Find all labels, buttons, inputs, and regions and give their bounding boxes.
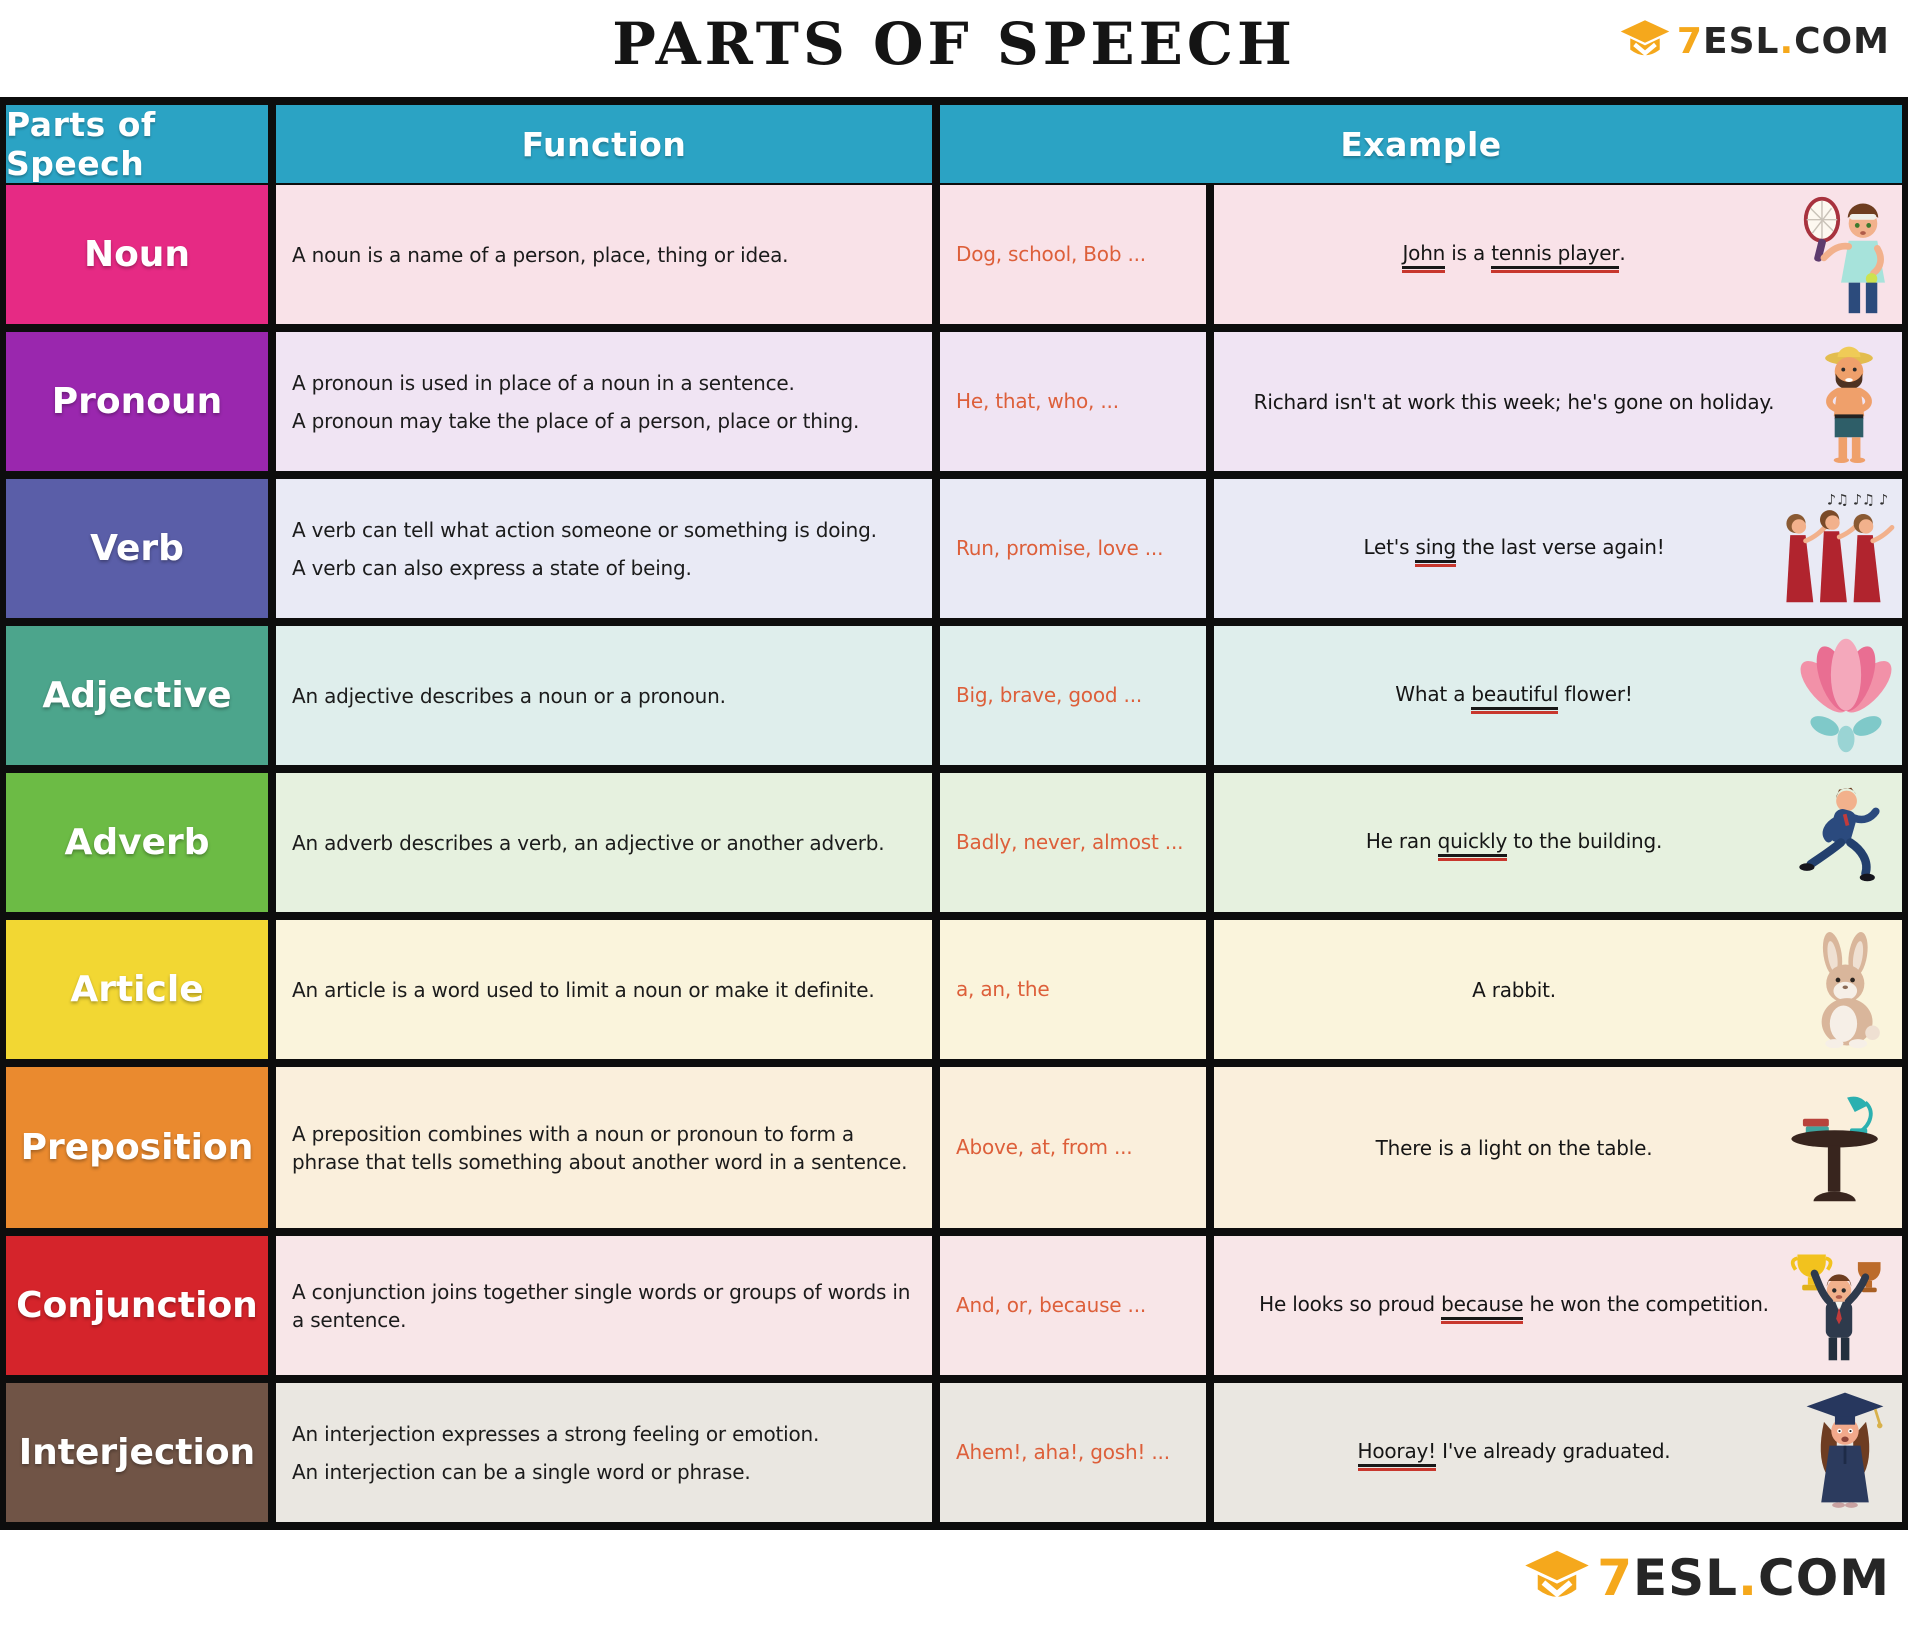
- logo-seven: 7: [1597, 1549, 1633, 1607]
- function-text: An adjective describes a noun or a prono…: [292, 683, 726, 708]
- site-logo-bottom: 7ESL.COM: [1523, 1548, 1890, 1608]
- function-cell-adjective: An adjective describes a noun or a prono…: [276, 626, 932, 765]
- table-row-article: Article An article is a word used to limi…: [6, 920, 1902, 1059]
- page-title: PARTS OF SPEECH: [612, 10, 1296, 78]
- function-cell-adverb: An adverb describes a verb, an adjective…: [276, 773, 932, 912]
- tennis-player-illustration: [1786, 193, 1898, 317]
- table-row-conjunction: Conjunction A conjunction joins together …: [6, 1236, 1902, 1375]
- function-text: A verb can tell what action someone or s…: [292, 517, 877, 542]
- site-logo-top: 7ESL.COM: [1619, 18, 1890, 64]
- logo-dot: .: [1738, 1549, 1759, 1607]
- example-sentence: He looks so proud because he won the com…: [1230, 1292, 1798, 1324]
- example-sentence-cell-adverb: He ran quickly to the building.: [1214, 773, 1902, 912]
- function-text: A preposition combines with a noun or pr…: [292, 1121, 908, 1174]
- logo-esl: ESL: [1633, 1549, 1739, 1607]
- logo-com: COM: [1794, 20, 1890, 62]
- example-words-cell-noun: Dog, school, Bob ...: [940, 185, 1206, 324]
- graduate-illustration: [1792, 1389, 1898, 1517]
- category-label-conjunction: Conjunction: [6, 1236, 268, 1375]
- example-sentence-cell-pronoun: Richard isn't at work this week; he's go…: [1214, 332, 1902, 471]
- example-sentence: A rabbit.: [1472, 977, 1556, 1002]
- example-sentence: He ran quickly to the building.: [1230, 829, 1798, 861]
- function-cell-pronoun: A pronoun is used in place of a noun in …: [276, 332, 932, 471]
- logo-text: 7ESL.COM: [1677, 21, 1890, 62]
- function-text: A pronoun is used in place of a noun in …: [292, 370, 795, 395]
- example-sentence-cell-adjective: What a beautiful flower!: [1214, 626, 1902, 765]
- table-row-verb: Verb A verb can tell what action someone …: [6, 479, 1902, 618]
- table-header-row: Parts of Speech Function Example: [6, 105, 1902, 183]
- example-sentence: Let's sing the last verse again!: [1230, 535, 1798, 567]
- example-sentence: What a beautiful flower!: [1230, 682, 1798, 714]
- function-cell-noun: A noun is a name of a person, place, thi…: [276, 185, 932, 324]
- logo-esl: ESL: [1702, 20, 1780, 62]
- table-row-adjective: Adjective An adjective describes a noun o…: [6, 626, 1902, 765]
- example-words-cell-adverb: Badly, never, almost ...: [940, 773, 1206, 912]
- example-sentence-cell-preposition: There is a light on the table.: [1214, 1067, 1902, 1228]
- category-label-interjection: Interjection: [6, 1383, 268, 1522]
- function-text: A verb can also express a state of being…: [292, 555, 692, 580]
- function-text: An interjection can be a single word or …: [292, 1459, 751, 1484]
- function-cell-conjunction: A conjunction joins together single word…: [276, 1236, 932, 1375]
- function-cell-preposition: A preposition combines with a noun or pr…: [276, 1067, 932, 1228]
- trophy-winner-illustration: [1780, 1247, 1898, 1365]
- parts-of-speech-table: Parts of Speech Function Example Noun A n…: [0, 97, 1908, 1530]
- function-cell-verb: A verb can tell what action someone or s…: [276, 479, 932, 618]
- table-row-adverb: Adverb An adverb describes a verb, an adj…: [6, 773, 1902, 912]
- logo-seven: 7: [1676, 20, 1703, 62]
- running-man-illustration: [1780, 784, 1898, 902]
- rabbit-illustration: [1798, 930, 1898, 1050]
- example-sentence-cell-interjection: Hooray! I've already graduated.: [1214, 1383, 1902, 1522]
- svg-text:♪♫ ♪♫ ♪: ♪♫ ♪♫ ♪: [1827, 492, 1888, 508]
- table-row-pronoun: Pronoun A pronoun is used in place of a n…: [6, 332, 1902, 471]
- example-sentence: Hooray! I've already graduated.: [1230, 1439, 1798, 1471]
- header-function: Function: [276, 105, 932, 183]
- category-label-adverb: Adverb: [6, 773, 268, 912]
- example-words-cell-article: a, an, the: [940, 920, 1206, 1059]
- example-sentence-cell-noun: John is a tennis player.: [1214, 185, 1902, 324]
- flower-illustration: [1794, 636, 1898, 756]
- example-sentence-cell-verb: Let's sing the last verse again! ♪♫ ♪♫ ♪: [1214, 479, 1902, 618]
- function-text: A pronoun may take the place of a person…: [292, 408, 860, 433]
- example-sentence: John is a tennis player.: [1230, 241, 1798, 273]
- function-cell-interjection: An interjection expresses a strong feeli…: [276, 1383, 932, 1522]
- logo-text: 7ESL.COM: [1597, 1549, 1890, 1607]
- logo-com: COM: [1758, 1549, 1890, 1607]
- example-words-cell-preposition: Above, at, from ...: [940, 1067, 1206, 1228]
- category-label-verb: Verb: [6, 479, 268, 618]
- category-label-preposition: Preposition: [6, 1067, 268, 1228]
- beach-man-illustration: [1800, 340, 1898, 464]
- example-words-cell-verb: Run, promise, love ...: [940, 479, 1206, 618]
- example-sentence: There is a light on the table.: [1375, 1135, 1653, 1160]
- function-text: A conjunction joins together single word…: [292, 1279, 911, 1332]
- example-words-cell-pronoun: He, that, who, ...: [940, 332, 1206, 471]
- category-label-adjective: Adjective: [6, 626, 268, 765]
- category-label-article: Article: [6, 920, 268, 1059]
- example-words-cell-adjective: Big, brave, good ...: [940, 626, 1206, 765]
- example-sentence: Richard isn't at work this week; he's go…: [1253, 389, 1775, 414]
- table-row-preposition: Preposition A preposition combines with a…: [6, 1067, 1902, 1228]
- graduation-cap-icon: [1525, 1550, 1589, 1598]
- example-words-cell-interjection: Ahem!, aha!, gosh! ...: [940, 1383, 1206, 1522]
- category-label-noun: Noun: [6, 185, 268, 324]
- example-sentence-cell-conjunction: He looks so proud because he won the com…: [1214, 1236, 1902, 1375]
- category-label-pronoun: Pronoun: [6, 332, 268, 471]
- header-example: Example: [940, 105, 1902, 183]
- header-parts-of-speech: Parts of Speech: [6, 105, 268, 183]
- function-text: An interjection expresses a strong feeli…: [292, 1421, 820, 1446]
- function-text: A noun is a name of a person, place, thi…: [292, 242, 789, 267]
- lamp-on-table-illustration: [1776, 1088, 1898, 1208]
- table-row-interjection: Interjection An interjection expresses a …: [6, 1383, 1902, 1522]
- example-sentence-cell-article: A rabbit.: [1214, 920, 1902, 1059]
- graduation-cap-icon: [1620, 20, 1670, 56]
- table-row-noun: Noun A noun is a name of a person, place,…: [6, 185, 1902, 324]
- singing-trio-illustration: ♪♫ ♪♫ ♪: [1766, 489, 1898, 609]
- logo-dot: .: [1779, 20, 1795, 62]
- function-text: An adverb describes a verb, an adjective…: [292, 830, 885, 855]
- function-cell-article: An article is a word used to limit a nou…: [276, 920, 932, 1059]
- example-words-cell-conjunction: And, or, because ...: [940, 1236, 1206, 1375]
- function-text: An article is a word used to limit a nou…: [292, 977, 875, 1002]
